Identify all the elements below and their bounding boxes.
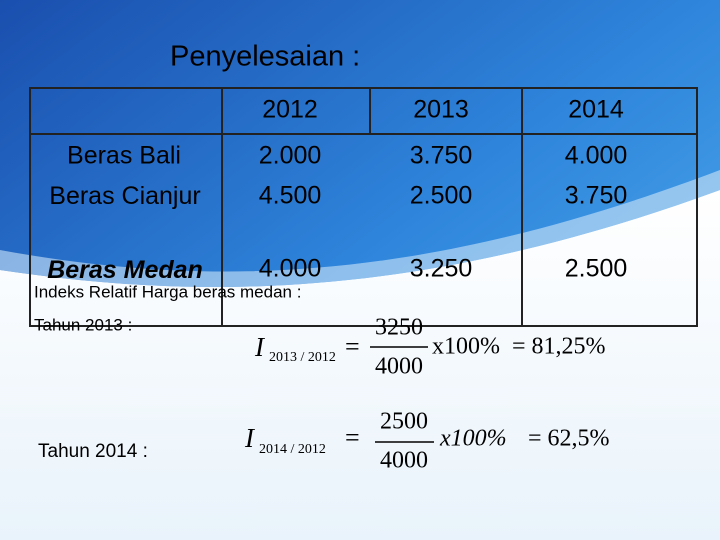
formula-symbol: I bbox=[254, 332, 266, 362]
row-label-wrap: Beras Medan bbox=[47, 256, 203, 284]
formula: I 2014 / 2012 = 2500 4000 x100% = 62,5% bbox=[244, 409, 610, 474]
formula-numerator: 3250 bbox=[375, 315, 423, 341]
formula-denominator: 4000 bbox=[375, 354, 423, 380]
cell: 3.250 bbox=[410, 255, 473, 283]
row-label-wrap: Beras Cianjur bbox=[49, 182, 201, 210]
formula-numerator: 2500 bbox=[380, 409, 428, 435]
background-swoosh bbox=[0, 190, 720, 540]
formula-factor: x100% bbox=[439, 426, 507, 452]
formula: I 2013 / 2012 = 3250 4000 x100% = 81,25% bbox=[254, 315, 606, 380]
cell: 4.500 bbox=[259, 182, 322, 210]
row-label: Beras Cianjur bbox=[49, 182, 201, 210]
cell: 4.000 bbox=[565, 142, 628, 170]
cell: 3.750 bbox=[565, 182, 628, 210]
formula-result: = 81,25% bbox=[512, 334, 606, 360]
note-heading: Indeks Relatif Harga beras medan : bbox=[34, 282, 301, 301]
row-label: Beras Bali bbox=[67, 142, 181, 170]
formula-equals: = bbox=[345, 332, 360, 361]
formula-subscript: 2013 / 2012 bbox=[269, 350, 336, 365]
cell: 2.500 bbox=[565, 255, 628, 283]
note-year: Tahun 2013 : bbox=[34, 315, 132, 334]
header-cell: 2012 bbox=[262, 96, 318, 124]
formula-denominator: 4000 bbox=[380, 448, 428, 474]
cell: 2.500 bbox=[410, 182, 473, 210]
row-label: Beras Medan bbox=[47, 256, 203, 284]
formula-subscript: 2014 / 2012 bbox=[259, 442, 326, 457]
header-cell: 2013 bbox=[413, 96, 469, 124]
formula-equals: = bbox=[345, 423, 360, 452]
cell: 3.750 bbox=[410, 142, 473, 170]
table-border bbox=[29, 87, 698, 327]
background-swoosh-edge bbox=[0, 170, 720, 288]
header-cell: 2014 bbox=[568, 96, 624, 124]
formula-result: = 62,5% bbox=[528, 426, 610, 452]
formula-symbol: I bbox=[244, 423, 256, 453]
formula-factor: x100% bbox=[432, 334, 500, 360]
cell: 2.000 bbox=[259, 142, 322, 170]
table: 2012 2013 2014 Beras Bali 2.000 3.750 4.… bbox=[29, 87, 698, 327]
note-year: Tahun 2014 : bbox=[38, 441, 148, 462]
cell: 4.000 bbox=[259, 255, 322, 283]
title: Penyelesaian : bbox=[170, 41, 360, 73]
